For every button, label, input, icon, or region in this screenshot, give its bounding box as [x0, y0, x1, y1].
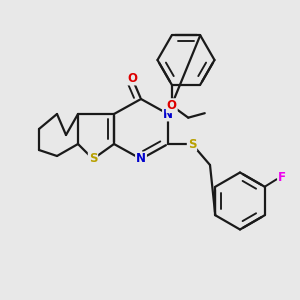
Text: O: O: [127, 71, 137, 85]
Text: N: N: [163, 107, 173, 121]
Text: O: O: [167, 99, 177, 112]
Text: N: N: [136, 152, 146, 166]
Text: F: F: [278, 171, 286, 184]
Text: S: S: [89, 152, 97, 166]
Text: S: S: [188, 137, 196, 151]
